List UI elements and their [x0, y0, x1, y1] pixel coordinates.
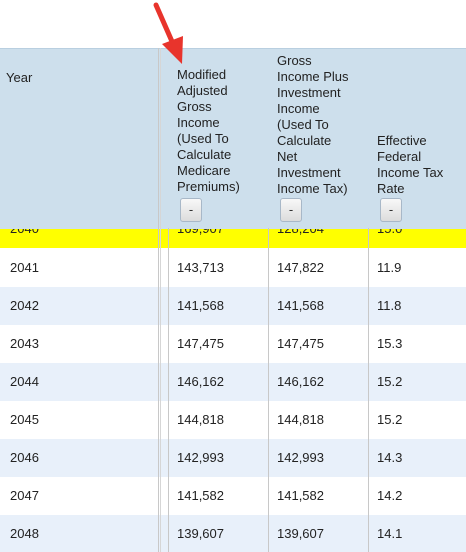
collapse-button[interactable]: - — [380, 198, 402, 222]
header-text: Rate — [377, 181, 405, 196]
column-divider — [368, 228, 369, 552]
column-divider — [158, 48, 159, 552]
table-cell: 15.3 — [377, 336, 403, 351]
table-cell: 141,568 — [277, 298, 324, 313]
table-cell: 2044 — [10, 374, 39, 389]
header-text: Premiums) — [177, 179, 240, 194]
table-cell: 141,582 — [277, 488, 324, 503]
header-text: Gross — [277, 53, 312, 68]
table-cell: 15.2 — [377, 374, 403, 389]
table-cell: 139,607 — [177, 526, 224, 541]
table-row — [0, 477, 466, 515]
arrow-head — [162, 36, 183, 64]
header-text: Income Plus — [277, 69, 349, 84]
table-cell: 2048 — [10, 526, 39, 541]
table-cell: 146,162 — [177, 374, 224, 389]
header-text: Investment — [277, 85, 341, 100]
table-row — [0, 249, 466, 287]
table-cell: 139,607 — [277, 526, 324, 541]
table-cell: 143,713 — [177, 260, 224, 275]
table-cell: 147,475 — [177, 336, 224, 351]
header-text: Modified — [177, 67, 227, 82]
table-cell: 2043 — [10, 336, 39, 351]
table-row — [0, 439, 466, 477]
header-text: Year — [6, 70, 33, 85]
header-text: Income — [177, 115, 220, 130]
header-text: Federal — [377, 149, 422, 164]
table-cell: 2045 — [10, 412, 39, 427]
table-row — [0, 287, 466, 325]
table-cell: 141,568 — [177, 298, 224, 313]
table-row — [0, 401, 466, 439]
table-cell: 141,582 — [177, 488, 224, 503]
header-text: (Used To — [177, 131, 229, 146]
table-cell: 2042 — [10, 298, 39, 313]
table-cell: 144,818 — [177, 412, 224, 427]
header-text: Investment — [277, 165, 341, 180]
table-cell: 15.2 — [377, 412, 403, 427]
table-row — [0, 363, 466, 401]
table-cell: 11.8 — [377, 298, 402, 313]
table-cell: 142,993 — [277, 450, 324, 465]
header-text: Income Tax) — [277, 181, 348, 196]
collapse-button[interactable]: - — [180, 198, 202, 222]
column-divider — [268, 228, 269, 552]
table-cell: 14.3 — [377, 450, 403, 465]
table-cell: 2047 — [10, 488, 39, 503]
table-cell: 147,475 — [277, 336, 324, 351]
table-cell: 14.1 — [377, 526, 403, 541]
header-text: (Used To — [277, 117, 329, 132]
table-cell: 142,993 — [177, 450, 224, 465]
table-cell: 2041 — [10, 260, 39, 275]
table-cell: 14.2 — [377, 488, 403, 503]
header-text: Net — [277, 149, 298, 164]
collapse-button[interactable]: - — [280, 198, 302, 222]
table-row — [0, 325, 466, 363]
arrow-shaft — [153, 2, 177, 49]
header-text: Gross — [177, 99, 212, 114]
table-cell: 144,818 — [277, 412, 324, 427]
header-text: Effective — [377, 133, 427, 148]
table-cell: 11.9 — [377, 260, 402, 275]
header-text: Calculate — [277, 133, 332, 148]
header-text: Income — [277, 101, 320, 116]
header-text: Income Tax — [377, 165, 444, 180]
header-text: Adjusted — [177, 83, 228, 98]
column-divider — [168, 228, 169, 552]
table-cell: 146,162 — [277, 374, 324, 389]
header-text: Medicare — [177, 163, 231, 178]
table-row — [0, 515, 466, 552]
header-text: Calculate — [177, 147, 232, 162]
column-divider — [160, 48, 161, 552]
table-cell: 2046 — [10, 450, 39, 465]
table-cell: 147,822 — [277, 260, 324, 275]
